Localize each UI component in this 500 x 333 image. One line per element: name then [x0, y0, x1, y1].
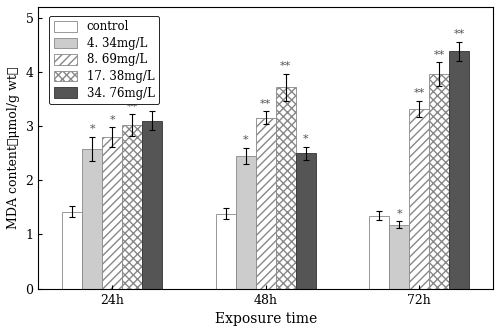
Bar — [390, 225, 409, 289]
Bar — [82, 149, 102, 289]
Bar — [256, 118, 276, 289]
Text: **: ** — [260, 99, 272, 109]
Bar — [216, 214, 236, 289]
Text: *: * — [149, 98, 155, 108]
Text: **: ** — [280, 61, 291, 71]
Bar — [430, 74, 450, 289]
Bar — [410, 109, 430, 289]
Bar — [142, 121, 162, 289]
Text: *: * — [90, 124, 95, 134]
Legend: control, 4. 34mg/L, 8. 69mg/L, 17. 38mg/L, 34. 76mg/L: control, 4. 34mg/L, 8. 69mg/L, 17. 38mg/… — [49, 16, 159, 104]
Bar — [276, 87, 295, 289]
Text: **: ** — [414, 88, 425, 98]
Text: *: * — [110, 115, 115, 125]
Text: *: * — [396, 209, 402, 219]
Text: *: * — [303, 134, 308, 144]
Text: **: ** — [454, 29, 465, 39]
Text: **: ** — [434, 50, 445, 60]
Bar — [236, 156, 256, 289]
Bar — [102, 137, 122, 289]
Text: **: ** — [126, 102, 138, 112]
Text: *: * — [243, 135, 248, 145]
Bar — [450, 51, 469, 289]
Bar — [122, 125, 142, 289]
Y-axis label: MDA content（μmol/g wt）: MDA content（μmol/g wt） — [7, 67, 20, 229]
Bar — [296, 153, 316, 289]
Bar — [62, 212, 82, 289]
X-axis label: Exposure time: Exposure time — [214, 312, 317, 326]
Bar — [370, 215, 390, 289]
